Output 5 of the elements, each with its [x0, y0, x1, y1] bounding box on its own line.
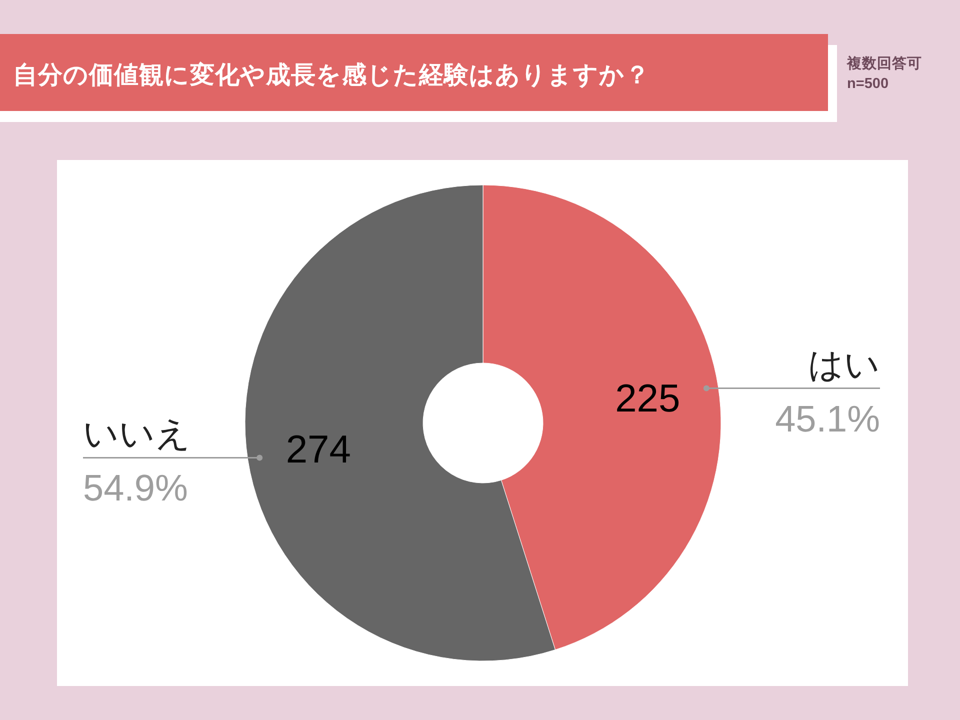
annotation: n=500	[847, 76, 889, 92]
annotation: 54.9%	[83, 468, 188, 509]
annotation: 45.1%	[775, 398, 880, 440]
title: 自分の価値観に変化や成長を感じた経験はありますか？	[13, 60, 650, 89]
annotation: 複数回答可	[847, 56, 922, 72]
